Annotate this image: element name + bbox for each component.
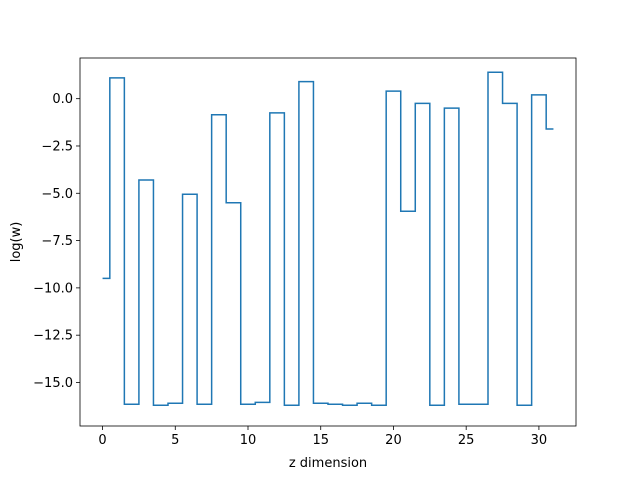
x-tick-label: 5 — [171, 433, 179, 448]
x-tick-label: 10 — [240, 433, 257, 448]
y-tick-label: −15.0 — [33, 376, 73, 391]
x-tick-label: 0 — [98, 433, 106, 448]
x-tick-label: 20 — [385, 433, 402, 448]
y-tick-label: −5.0 — [41, 187, 73, 202]
x-tick-label: 30 — [531, 433, 548, 448]
axes-frame — [79, 57, 577, 427]
y-axis-label: log(w) — [9, 222, 24, 263]
y-axis: 0.0 −2.5 −5.0 −7.5 −10.0 −12.5 −15.0 — [33, 92, 80, 391]
x-axis: 0 5 10 15 20 25 30 — [98, 426, 547, 448]
plot-area — [79, 57, 577, 427]
y-tick-label: −7.5 — [41, 234, 73, 249]
x-tick-label: 25 — [458, 433, 475, 448]
x-tick-label: 15 — [312, 433, 329, 448]
y-tick-label: −2.5 — [41, 139, 73, 154]
y-tick-label: 0.0 — [52, 92, 73, 107]
x-axis-label: z dimension — [289, 456, 367, 471]
y-tick-label: −10.0 — [33, 281, 73, 296]
series-line-0 — [102, 71, 554, 406]
y-tick-label: −12.5 — [33, 329, 73, 344]
